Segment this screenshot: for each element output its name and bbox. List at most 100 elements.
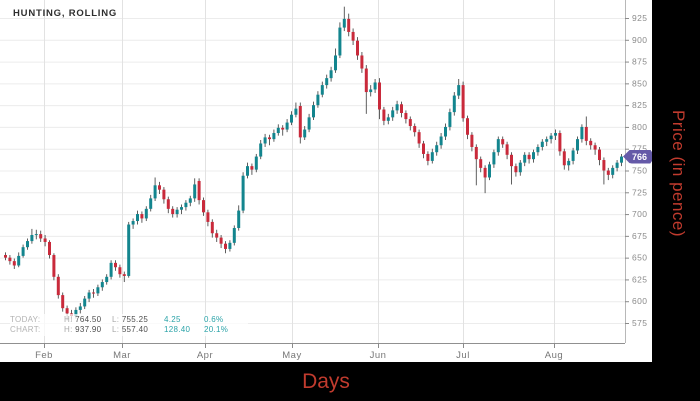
candle — [144, 206, 148, 222]
candle — [505, 141, 509, 160]
legend: TODAY: H: 764.50 L: 755.25 4.25 0.6% CHART: H… — [10, 314, 248, 336]
candle — [298, 102, 302, 144]
candle — [518, 160, 522, 176]
candle — [122, 271, 126, 283]
legend-today-low-value: 755.25 — [121, 315, 149, 324]
candle — [523, 152, 527, 167]
candle — [290, 111, 293, 126]
candle — [34, 229, 38, 240]
candle — [210, 219, 214, 238]
candle — [193, 178, 197, 202]
legend-chart-change-pct: 20.1% — [204, 325, 229, 334]
candle — [369, 85, 373, 97]
legend-today-label: TODAY: — [10, 315, 41, 324]
legend-today-change-pct: 0.6% — [204, 315, 224, 324]
candle — [461, 81, 465, 122]
candle — [408, 116, 412, 131]
y-axis-strip: Price (in pence) — [652, 0, 700, 401]
candles-group — [4, 6, 623, 322]
candle — [510, 152, 513, 185]
chart-panel: 575 600 625 650 675 700 725 750 775 800 825 850 875 9… — [0, 0, 652, 362]
candle — [180, 204, 183, 215]
candle — [430, 148, 434, 164]
candle — [347, 13, 351, 37]
candle — [452, 92, 456, 116]
candle — [496, 136, 500, 156]
candle — [316, 91, 320, 108]
candle — [237, 205, 241, 231]
candle — [294, 102, 298, 118]
candle — [611, 165, 615, 179]
candle — [334, 48, 337, 73]
candle — [17, 252, 21, 268]
legend-chart-high-label: H: — [64, 325, 73, 334]
legend-chart-change: 128.40 — [164, 325, 191, 334]
candle — [48, 240, 51, 259]
svg-text:725: 725 — [632, 187, 647, 197]
candle — [417, 129, 421, 148]
candle — [373, 79, 377, 93]
candle — [61, 292, 65, 312]
candle — [536, 144, 540, 156]
candle — [426, 151, 430, 166]
svg-text:Feb: Feb — [35, 350, 53, 361]
candle — [114, 260, 117, 271]
candle — [554, 129, 557, 140]
legend-row-today: TODAY: H: 764.50 L: 755.25 4.25 0.6% — [10, 315, 244, 325]
svg-text:Mar: Mar — [113, 350, 131, 361]
candle — [105, 274, 109, 285]
legend-today-high-value: 764.50 — [75, 315, 102, 324]
candle — [558, 130, 562, 156]
x-axis-title: Days — [302, 370, 350, 393]
candle — [571, 147, 575, 165]
candle — [100, 279, 104, 291]
candle — [312, 101, 315, 120]
legend-row-chart: CHART: H: 937.90 L: 557.40 128.40 20.1% — [10, 325, 244, 335]
chart-title: HUNTING, ROLLING — [13, 8, 118, 19]
candle — [364, 65, 368, 114]
candle — [92, 289, 95, 298]
candle — [329, 66, 333, 82]
candle — [224, 241, 227, 254]
candle — [26, 238, 29, 250]
svg-text:650: 650 — [632, 253, 647, 263]
svg-text:May: May — [282, 350, 301, 361]
candle — [474, 144, 478, 186]
candle — [166, 196, 170, 214]
candle — [320, 81, 324, 98]
candle — [470, 132, 474, 152]
candle — [285, 119, 289, 133]
candle — [514, 163, 518, 177]
candle — [254, 153, 258, 173]
candle — [593, 142, 597, 155]
candle — [149, 194, 153, 212]
candle — [448, 108, 452, 131]
candle — [21, 244, 25, 258]
month-axis-labels: Feb Mar Apr May Jun Jul Aug — [35, 343, 563, 361]
x-axis-strip: Days — [0, 362, 700, 401]
svg-text:700: 700 — [632, 209, 647, 219]
candle — [109, 260, 113, 280]
svg-text:Apr: Apr — [197, 350, 213, 361]
candle — [127, 221, 131, 278]
candle — [360, 51, 364, 73]
candle — [197, 178, 201, 205]
candle — [615, 160, 619, 172]
candle — [246, 162, 249, 179]
candle — [435, 141, 439, 156]
svg-text:900: 900 — [632, 35, 647, 45]
candle — [457, 79, 461, 100]
candle — [338, 22, 342, 59]
candle — [56, 274, 60, 299]
candle — [325, 74, 329, 89]
legend-chart-low-value: 557.40 — [121, 325, 149, 334]
candle — [83, 295, 87, 310]
candle — [175, 207, 179, 218]
candle — [589, 138, 593, 150]
candle — [567, 158, 571, 171]
candle — [532, 149, 535, 163]
candle — [545, 136, 549, 147]
candle — [153, 177, 157, 201]
svg-text:Jul: Jul — [456, 350, 470, 361]
